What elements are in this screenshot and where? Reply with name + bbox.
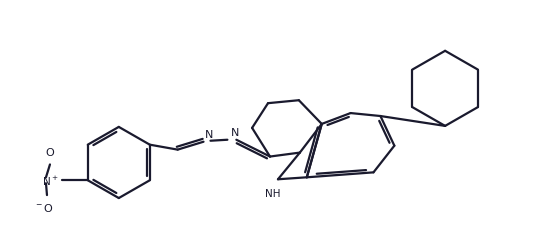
Text: N: N xyxy=(205,130,213,140)
Text: NH: NH xyxy=(265,189,281,199)
Text: N: N xyxy=(230,128,239,138)
Text: N$^+$: N$^+$ xyxy=(42,175,59,188)
Text: O: O xyxy=(46,148,54,157)
Text: $^-$O: $^-$O xyxy=(34,202,54,214)
